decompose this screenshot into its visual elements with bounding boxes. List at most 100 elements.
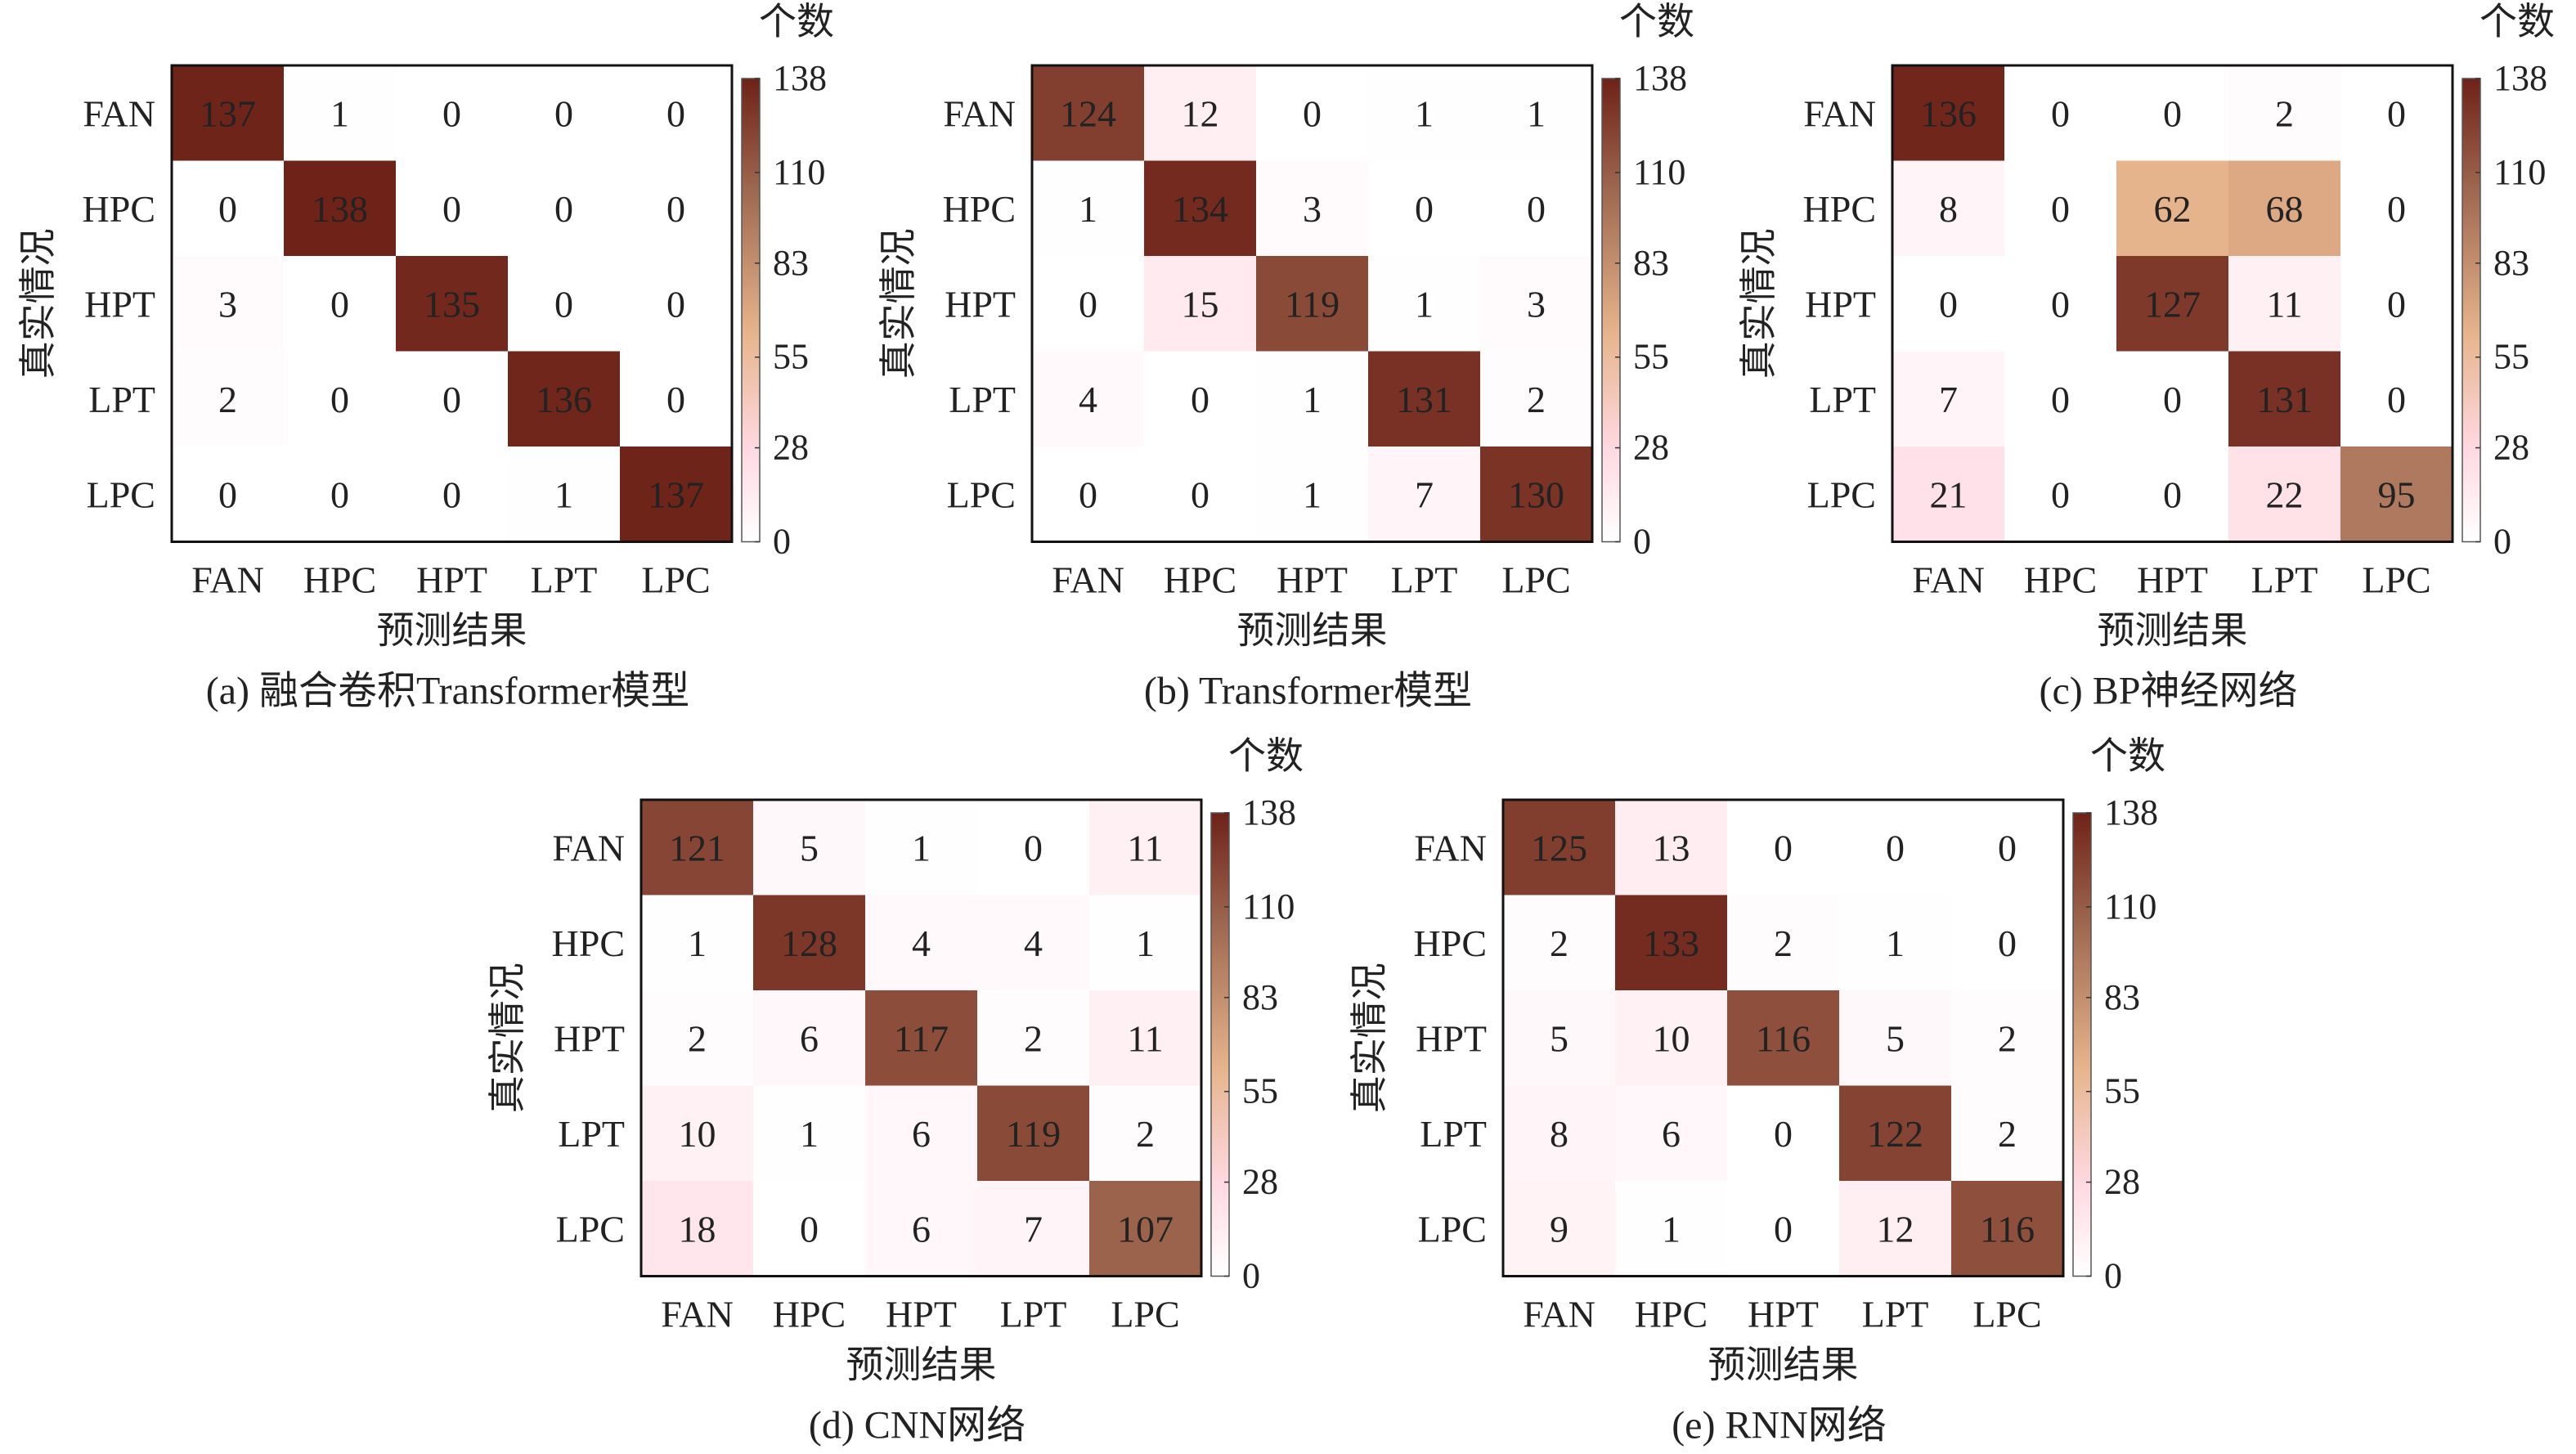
cell-value-label: 0 — [2163, 473, 2182, 515]
cell-value-label: 124 — [1060, 92, 1116, 134]
cell-value-label: 6 — [800, 1017, 819, 1059]
matrix-frame — [1030, 64, 1594, 543]
y-tick-label: LPC — [87, 473, 155, 515]
heatmap-cell — [620, 160, 733, 257]
heatmap-cell — [172, 351, 285, 447]
colorbar-tick-label: 28 — [1242, 1162, 1278, 1202]
x-tick-label: FAN — [1523, 1294, 1595, 1335]
cell-value-label: 131 — [1396, 379, 1452, 420]
colorbar-tick-label: 110 — [2493, 152, 2546, 192]
x-tick-label: FAN — [1052, 559, 1124, 601]
heatmap-cell — [977, 800, 1090, 895]
y-tick-label: HPT — [554, 1017, 625, 1059]
heatmap-cell — [1615, 1181, 1728, 1277]
heatmap-cell — [753, 800, 866, 895]
heatmap-cell — [1032, 351, 1145, 447]
cell-value-label: 2 — [688, 1017, 707, 1059]
cell-value-label: 0 — [2051, 379, 2070, 420]
y-tick-label: FAN — [1803, 92, 1876, 134]
colorbar-title: 个数 — [2480, 1, 2555, 43]
y-tick-label: HPC — [943, 188, 1016, 230]
heatmap-cell — [2340, 256, 2453, 352]
cell-value-label: 116 — [1756, 1017, 1811, 1059]
cell-value-label: 0 — [2387, 92, 2406, 134]
heatmap-cell — [1089, 1181, 1202, 1277]
x-tick-label: FAN — [661, 1294, 734, 1335]
y-tick-label: HPT — [1416, 1017, 1487, 1059]
confusion-matrix-panel: 125 13 0 0 02 133 2 1 05 10 116 5 28 6 0 122 29 1 0 12 116FA… — [1349, 735, 2165, 1447]
cell-value-label: 0 — [442, 188, 461, 230]
colorbar-tick-label: 55 — [2104, 1071, 2140, 1111]
matrix-frame — [1891, 64, 2454, 543]
cell-value-label: 1 — [1662, 1208, 1681, 1250]
cell-value-label: 121 — [669, 827, 725, 868]
cell-value-label: 0 — [666, 188, 685, 230]
y-tick-label: LPC — [556, 1208, 625, 1250]
heatmap-cell — [865, 990, 978, 1086]
cell-value-label: 0 — [554, 283, 573, 325]
cell-value-label: 1 — [554, 473, 573, 515]
colorbar-tick-label: 110 — [2104, 886, 2156, 927]
heatmap-cell — [1032, 65, 1145, 161]
cell-value-label: 0 — [1079, 473, 1097, 515]
colorbar-tick-label: 110 — [773, 152, 825, 192]
heatmap-cell — [620, 65, 733, 161]
colorbar-tick-label: 0 — [2104, 1256, 2122, 1296]
cell-value-label: 9 — [1550, 1208, 1568, 1250]
heatmap-cell — [508, 256, 621, 352]
cell-value-label: 6 — [1662, 1113, 1681, 1155]
heatmap-cell — [1089, 895, 1202, 991]
cell-value-label: 1 — [1527, 92, 1546, 134]
x-tick-label: HPC — [1635, 1294, 1708, 1335]
colorbar-tick-label: 110 — [1242, 886, 1295, 927]
colorbar-tick-label: 55 — [773, 337, 809, 377]
heatmap-cell — [620, 351, 733, 447]
heatmap-cell — [2116, 65, 2229, 161]
heatmap-cell — [2004, 256, 2117, 352]
heatmap-cell — [620, 256, 733, 352]
heatmap-cell — [977, 1181, 1090, 1277]
cell-value-label: 0 — [2387, 283, 2406, 325]
colorbar-tick-label: 83 — [2493, 243, 2529, 283]
cell-value-label: 8 — [1550, 1113, 1568, 1155]
cell-value-label: 0 — [2051, 283, 2070, 325]
heatmap-cell — [1615, 990, 1728, 1086]
cell-value-label: 125 — [1531, 827, 1587, 868]
cell-value-label: 0 — [2051, 188, 2070, 230]
panel-caption: (d) CNN网络 — [809, 1404, 1025, 1447]
x-tick-label: HPT — [2137, 559, 2208, 601]
colorbar-tick-label: 83 — [2104, 977, 2140, 1017]
colorbar-tick-label: 83 — [1633, 243, 1669, 283]
heatmap-cell — [1480, 256, 1593, 352]
x-tick-label: FAN — [1912, 559, 1985, 601]
colorbar-tick-label: 0 — [773, 522, 791, 562]
heatmap-cell — [1256, 351, 1369, 447]
heatmap-cell — [1256, 65, 1369, 161]
cell-value-label: 1 — [688, 922, 707, 964]
x-tick-label: LPC — [1111, 1294, 1179, 1335]
colorbar-tick-label: 28 — [1633, 428, 1669, 468]
cell-value-label: 0 — [1303, 92, 1322, 134]
heatmap-cell — [2004, 65, 2117, 161]
x-tick-label: HPC — [303, 559, 376, 601]
heatmap-cell — [172, 160, 285, 257]
x-tick-label: LPC — [1501, 559, 1570, 601]
x-tick-label: LPT — [1000, 1294, 1067, 1335]
heatmap-cell — [1727, 800, 1840, 895]
cell-value-label: 0 — [2387, 379, 2406, 420]
cell-value-label: 0 — [330, 473, 349, 515]
heatmap-cell — [1727, 1085, 1840, 1182]
y-tick-label: HPC — [83, 188, 155, 230]
heatmap-cell — [1951, 1085, 2064, 1182]
cell-value-label: 0 — [1191, 379, 1209, 420]
x-tick-label: LPT — [2251, 559, 2318, 601]
y-axis-label: 真实情况 — [17, 228, 59, 379]
heatmap-cell — [396, 256, 509, 352]
y-tick-label: LPT — [1809, 379, 1876, 420]
heatmap-cell — [1615, 800, 1728, 895]
cell-value-label: 2 — [218, 379, 237, 420]
heatmap-cell — [1368, 351, 1481, 447]
x-tick-label: HPT — [1748, 1294, 1819, 1335]
heatmap-cell — [2340, 65, 2453, 161]
